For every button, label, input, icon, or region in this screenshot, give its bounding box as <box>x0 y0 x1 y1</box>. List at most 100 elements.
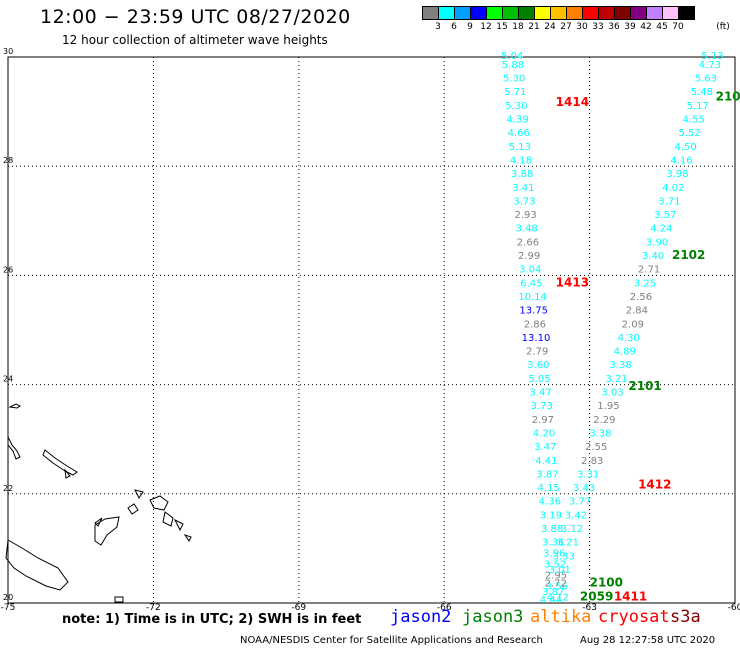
wave-height-value: 13.10 <box>522 333 551 344</box>
wave-height-value: 2.66 <box>517 237 539 248</box>
wave-height-value: 2.29 <box>593 415 615 426</box>
wave-height-value: 5.30 <box>503 74 525 85</box>
y-tick-label: 24 <box>3 375 13 384</box>
wave-height-value: 2.99 <box>518 251 540 262</box>
colorbar-label: 21 <box>528 22 540 32</box>
colorbar-label: 15 <box>496 22 508 32</box>
wave-height-value: 3.77 <box>569 497 591 508</box>
wave-height-value: 4.73 <box>699 60 721 71</box>
wave-height-value: 2.71 <box>638 265 660 276</box>
wave-height-value: 2.93 <box>515 210 537 221</box>
wave-height-value: 3.47 <box>534 442 556 453</box>
wave-height-value: 3.87 <box>542 587 564 598</box>
y-tick-label: 20 <box>3 593 13 602</box>
island-coastline <box>149 495 169 511</box>
pass-time-label: 2101 <box>628 379 661 393</box>
satellite-name: altika <box>530 607 592 627</box>
island-coastline <box>94 516 120 546</box>
colorbar-swatch <box>678 6 695 20</box>
x-tick-label: -72 <box>146 603 161 613</box>
wave-height-value: 3.19 <box>540 510 562 521</box>
satellite-name: jason2 <box>390 607 452 627</box>
wave-height-value: 3.52 <box>544 560 566 571</box>
pass-time-label: 2102 <box>672 248 705 262</box>
colorbar-label: 6 <box>451 22 457 32</box>
wave-height-value: 3.21 <box>557 538 579 549</box>
colorbar-label: 39 <box>624 22 636 32</box>
colorbar-labels: 3 6 9 12 15 18 21 24 27 30 33 36 39 42 45 70 (ft) <box>422 22 740 34</box>
wave-height-value: 3.71 <box>658 196 680 207</box>
wave-height-value: 13.75 <box>519 306 548 317</box>
wave-height-value: 4.89 <box>614 347 636 358</box>
wave-height-value: 5.52 <box>679 128 701 139</box>
colorbar-label: 42 <box>640 22 652 32</box>
wave-height-value: 2.56 <box>630 292 652 303</box>
wave-height-value: 3.42 <box>565 510 587 521</box>
wave-height-value: 5.04 <box>501 51 523 62</box>
pass-time-label: 2059 <box>580 589 613 603</box>
wave-height-value: 5.71 <box>504 87 526 98</box>
wave-height-value: 3.33 <box>553 551 575 562</box>
wave-height-value: 3.60 <box>527 360 549 371</box>
wave-height-value: 3.31 <box>577 469 599 480</box>
wave-height-value: 4.30 <box>618 333 640 344</box>
wave-height-value: 5.88 <box>502 60 524 71</box>
timestamp: Aug 28 12:27:58 UTC 2020 <box>580 635 716 646</box>
colorbar <box>422 6 695 20</box>
y-tick-label: 28 <box>3 156 13 165</box>
footer-note: note: 1) Time is in UTC; 2) SWH is in fe… <box>62 612 362 627</box>
colorbar-label: 36 <box>608 22 620 32</box>
x-tick-label: -69 <box>291 603 306 613</box>
colorbar-label: 27 <box>560 22 572 32</box>
wave-height-value: 6.45 <box>520 278 542 289</box>
pass-time-label: 1412 <box>638 477 671 491</box>
wave-height-value: 3.96 <box>543 549 565 560</box>
wave-height-value: 2.55 <box>585 442 607 453</box>
wave-height-value: 10.14 <box>518 292 547 303</box>
wave-height-value: 5.17 <box>687 101 709 112</box>
wave-height-value: 3.36 <box>542 538 564 549</box>
wave-height-value: 4.36 <box>539 497 561 508</box>
pass-time-label: 1413 <box>556 275 589 289</box>
wave-height-value: 4.02 <box>662 183 684 194</box>
island-coastline <box>5 539 69 591</box>
wave-height-value: 4.66 <box>508 128 530 139</box>
wave-height-value: 3.41 <box>512 183 534 194</box>
wave-height-value: 4.39 <box>506 115 528 126</box>
x-tick-label: -66 <box>437 603 452 613</box>
wave-height-value: 5.48 <box>691 87 713 98</box>
wave-height-value: 4.18 <box>510 155 532 166</box>
wave-height-value: 5.13 <box>509 142 531 153</box>
credit-line: NOAA/NESDIS Center for Satellite Applica… <box>240 635 543 646</box>
wave-height-value: 2.97 <box>532 415 554 426</box>
wave-height-value: 3.43 <box>573 483 595 494</box>
island-coastline <box>162 511 174 527</box>
colorbar-unit: (ft) <box>716 22 730 32</box>
colorbar-label: 33 <box>592 22 604 32</box>
wave-height-value: 2.09 <box>622 319 644 330</box>
island-coastline <box>42 449 78 476</box>
wave-height-value: 2.83 <box>581 456 603 467</box>
wave-height-value: 2.95 <box>545 570 567 581</box>
wave-height-value: 3.03 <box>601 388 623 399</box>
pass-time-label: 1414 <box>556 95 589 109</box>
wave-height-value: 4.50 <box>674 142 696 153</box>
wave-height-value: 4.44 <box>540 595 562 606</box>
wave-height-value: 2.72 <box>545 579 567 590</box>
satellite-name: jason3 <box>462 607 524 627</box>
wave-height-value: 4.55 <box>683 115 705 126</box>
wave-height-value: 3.87 <box>536 469 558 480</box>
colorbar-label: 12 <box>480 22 492 32</box>
page-subtitle: 12 hour collection of altimeter wave hei… <box>62 33 328 47</box>
wave-height-value: 3.98 <box>666 169 688 180</box>
colorbar-label: 24 <box>544 22 556 32</box>
island-coastline <box>173 518 184 532</box>
wave-height-value: 5.30 <box>505 101 527 112</box>
wave-height-value: 3.73 <box>531 401 553 412</box>
colorbar-label: 3 <box>435 22 441 32</box>
wave-height-value: 3.12 <box>561 524 583 535</box>
page-title: 12:00 − 23:59 UTC 08/27/2020 <box>40 6 351 28</box>
wave-height-value: 4.20 <box>533 428 555 439</box>
